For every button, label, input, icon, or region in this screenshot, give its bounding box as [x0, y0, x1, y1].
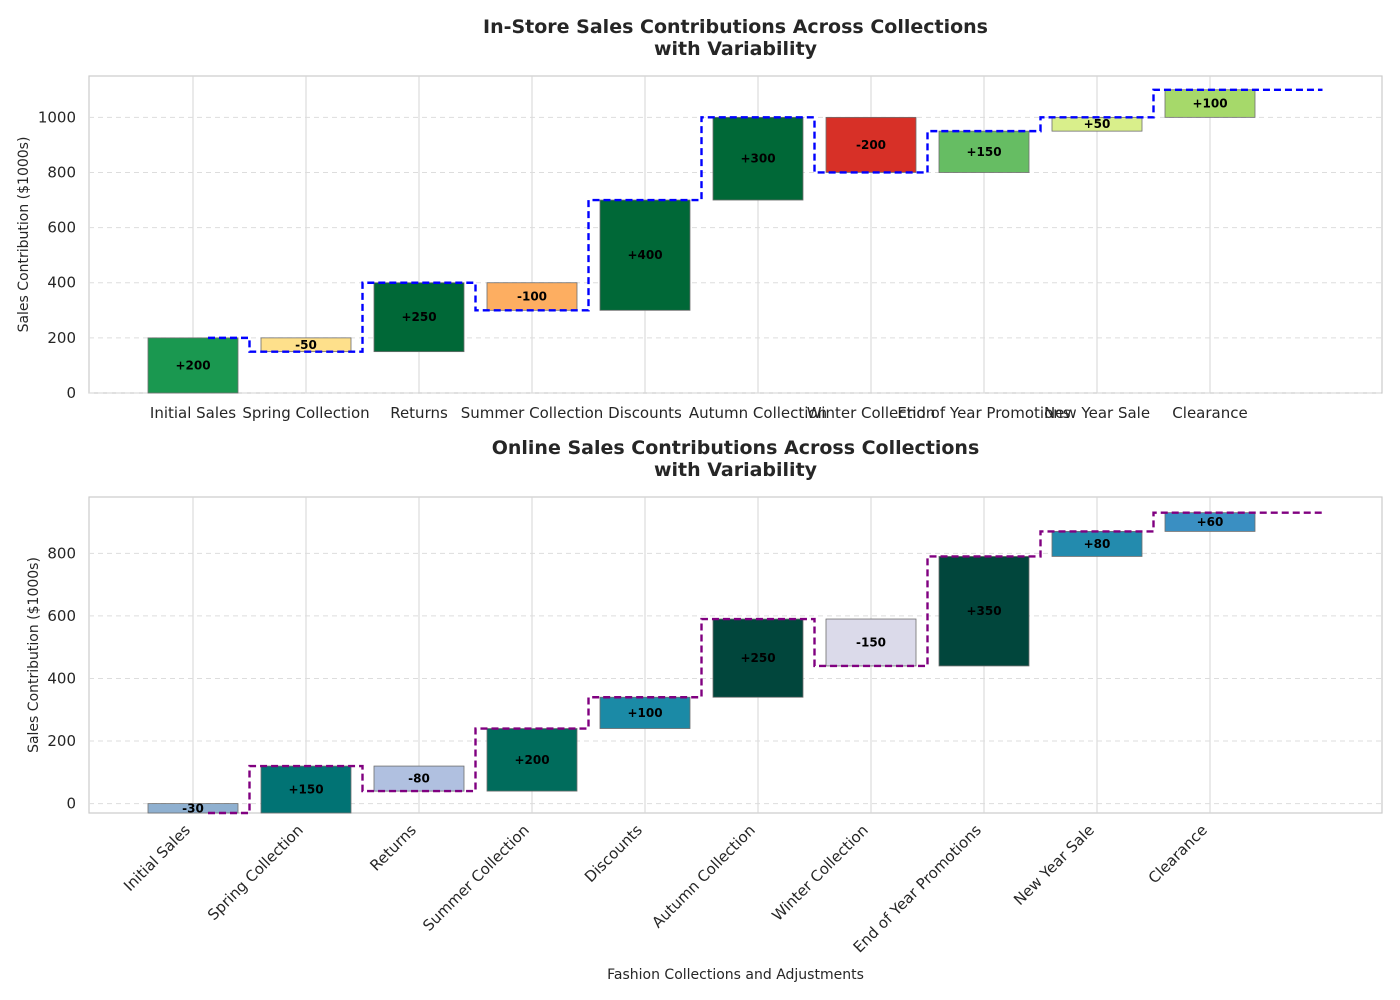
chart-subtitle: with Variability	[654, 38, 818, 60]
y-tick-label: 800	[47, 544, 76, 562]
x-tick-label: New Year Sale	[1044, 404, 1150, 422]
step-connector	[208, 88, 1323, 353]
bar-label: -30	[182, 801, 204, 815]
bar	[599, 199, 691, 311]
bar	[938, 556, 1030, 667]
bar-label: +200	[175, 358, 210, 372]
y-tick-label: 600	[47, 607, 76, 625]
bar	[599, 696, 691, 729]
x-tick-label: Initial Sales	[150, 404, 236, 422]
bar-label: -200	[856, 138, 886, 152]
x-tick-label: Winter Collection	[768, 821, 872, 925]
y-tick-label: 400	[47, 274, 76, 292]
bar-label: -100	[517, 290, 547, 304]
bar-label: +250	[740, 651, 775, 665]
x-tick-label: End of Year Promotions	[897, 404, 1070, 422]
chart-title: In-Store Sales Contributions Across Coll…	[483, 16, 988, 38]
y-tick-label: 1000	[38, 108, 76, 126]
y-axis-label: Sales Contribution ($1000s)	[16, 137, 32, 333]
bar	[825, 116, 917, 173]
x-tick-label: Clearance	[1172, 404, 1247, 422]
x-tick-label: Autumn Collection	[689, 404, 827, 422]
bar	[712, 116, 804, 201]
bar-label: +400	[627, 248, 662, 262]
y-axis-label: Sales Contribution ($1000s)	[26, 557, 42, 753]
x-tick-label: Spring Collection	[242, 404, 369, 422]
x-tick-label: Initial Sales	[120, 821, 194, 895]
y-tick-label: 0	[66, 384, 76, 402]
bar	[260, 765, 352, 814]
x-tick-label: Clearance	[1145, 821, 1211, 887]
x-axis-label: Fashion Collections and Adjustments	[607, 967, 864, 983]
x-tick-label: New Year Sale	[1010, 821, 1098, 909]
y-tick-label: 600	[47, 219, 76, 237]
bar-label: +80	[1084, 537, 1111, 551]
x-tick-label: Returns	[366, 821, 420, 875]
bar	[373, 282, 465, 353]
y-tick-label: 400	[47, 669, 76, 687]
bar-label: +350	[966, 604, 1001, 618]
x-tick-label: Spring Collection	[204, 821, 307, 924]
bar-label: +60	[1197, 515, 1224, 529]
x-tick-label: Autumn Collection	[648, 821, 758, 931]
bar	[825, 618, 917, 667]
x-tick-label: Discounts	[608, 404, 682, 422]
bar	[938, 130, 1030, 173]
bar	[147, 803, 239, 814]
bar-label: +200	[514, 753, 549, 767]
y-tick-label: 200	[47, 732, 76, 750]
chart-subtitle: with Variability	[654, 459, 818, 481]
bar	[147, 337, 239, 394]
y-tick-label: 200	[47, 329, 76, 347]
x-tick-label: End of Year Promotions	[850, 821, 985, 956]
chart-panel-2: 0 200 400 600 800 -30 +150 -80 +200 +100 +250 -150 +…	[26, 437, 1383, 983]
bar-label: +50	[1084, 117, 1111, 131]
chart-title: Online Sales Contributions Across Collec…	[492, 437, 980, 459]
y-tick-label: 0	[66, 795, 76, 813]
bar-label: +100	[627, 706, 662, 720]
bar-label: +150	[288, 783, 323, 797]
bar-label: +300	[740, 152, 775, 166]
bar-label: +150	[966, 145, 1001, 159]
bar	[712, 618, 804, 698]
bar	[1164, 89, 1256, 118]
bar	[1051, 531, 1143, 557]
bar-label: +100	[1192, 97, 1227, 111]
x-tick-label: Discounts	[581, 821, 646, 886]
bar-label: -150	[856, 635, 886, 649]
x-tick-label: Summer Collection	[419, 821, 533, 935]
x-tick-label: Winter Collection	[807, 404, 935, 422]
bar-label: +250	[401, 310, 436, 324]
bar	[373, 765, 465, 792]
x-tick-label: Summer Collection	[461, 404, 604, 422]
y-tick-label: 800	[47, 163, 76, 181]
bar-label: -80	[408, 772, 430, 786]
chart-panel-1: 0 200 400 600 800 1000 +200 -50 +250 -100 +400 +300…	[16, 16, 1383, 422]
step-connector	[208, 511, 1323, 815]
bar	[486, 728, 578, 792]
x-tick-label: Returns	[390, 404, 448, 422]
bar-label: -50	[295, 338, 317, 352]
